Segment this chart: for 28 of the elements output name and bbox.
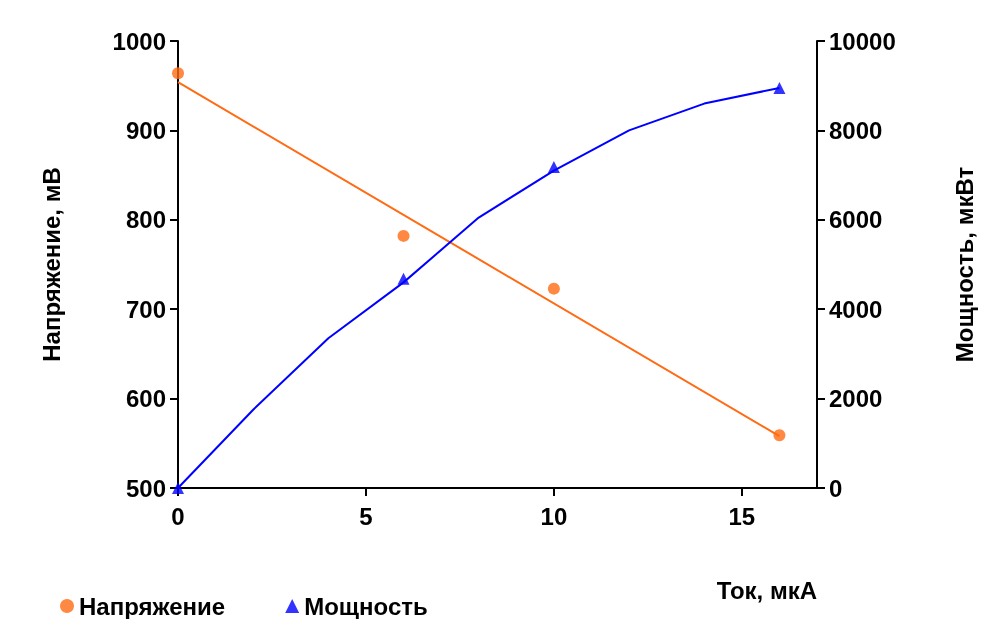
point xyxy=(397,229,410,242)
y2-axis-title: Мощность, мкВт xyxy=(950,166,978,363)
point xyxy=(773,429,786,442)
y2-tick-label: 4000 xyxy=(829,295,883,323)
y-tick-label: 1000 xyxy=(112,27,166,55)
y2-tick-label: 8000 xyxy=(829,116,883,144)
y-tick-label: 800 xyxy=(125,206,166,234)
point xyxy=(172,67,184,80)
x-tick-label: 5 xyxy=(359,502,373,530)
y2-tick-label: 10000 xyxy=(829,27,896,55)
point xyxy=(547,161,560,174)
x-tick-label: 15 xyxy=(728,502,756,530)
y2-tick-label: 2000 xyxy=(829,385,883,413)
y-tick-label: 700 xyxy=(125,295,166,323)
y-axis-title: Напряжение, мВ xyxy=(37,167,65,362)
y-tick-label: 600 xyxy=(125,385,166,413)
y-tick-label: 500 xyxy=(125,474,166,502)
point xyxy=(397,272,410,285)
point xyxy=(773,81,786,94)
x-axis-title: Ток, мкА xyxy=(716,576,817,604)
y-tick-label: 900 xyxy=(125,116,166,144)
y2-tick-label: 0 xyxy=(829,474,843,502)
y2-tick-label: 6000 xyxy=(829,206,883,234)
legend-label: Напряжение xyxy=(79,592,226,619)
x-tick-label: 0 xyxy=(171,502,185,530)
x-tick-label: 10 xyxy=(540,502,568,530)
legend-label: Мощность xyxy=(304,592,428,619)
point xyxy=(547,282,560,295)
